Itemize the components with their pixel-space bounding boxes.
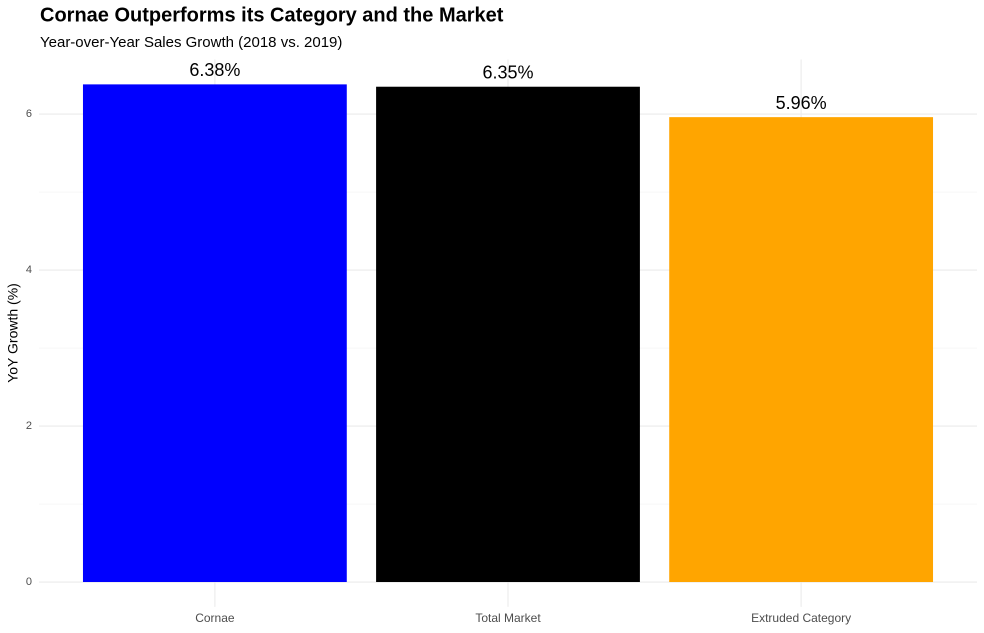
chart-title: Cornae Outperforms its Category and the … <box>40 4 504 26</box>
y-tick-label: 2 <box>26 420 32 432</box>
y-tick-label: 0 <box>26 576 32 588</box>
y-axis-title: YoY Growth (%) <box>5 283 21 383</box>
chart-subtitle: Year-over-Year Sales Growth (2018 vs. 20… <box>40 34 342 51</box>
x-tick-label: Total Market <box>475 611 541 625</box>
value-label: 6.35% <box>482 62 533 82</box>
value-label: 6.38% <box>189 60 240 80</box>
value-label: 5.96% <box>776 93 827 113</box>
y-tick-label: 4 <box>26 264 32 276</box>
x-tick-label: Extruded Category <box>751 611 851 625</box>
bar <box>82 84 347 583</box>
x-tick-label: Cornae <box>195 611 235 625</box>
y-tick-label: 6 <box>26 108 32 120</box>
bar <box>669 117 934 583</box>
bar <box>376 86 640 583</box>
